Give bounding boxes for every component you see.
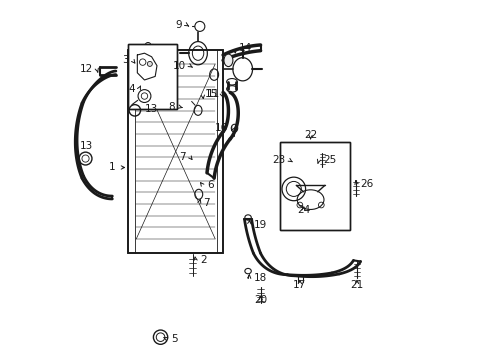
Text: 12: 12 — [79, 64, 93, 74]
Bar — [128, 44, 176, 109]
Text: 9: 9 — [175, 19, 182, 30]
Text: 10: 10 — [172, 61, 185, 71]
Text: 8: 8 — [168, 102, 175, 112]
Text: 26: 26 — [360, 179, 373, 189]
Text: 22: 22 — [304, 130, 317, 140]
Text: 7: 7 — [203, 198, 210, 208]
Text: 13: 13 — [79, 141, 93, 151]
Text: 15: 15 — [204, 89, 217, 99]
Bar — [128, 44, 176, 109]
Text: 7: 7 — [179, 152, 185, 162]
Text: 11: 11 — [206, 89, 220, 99]
Text: 16: 16 — [215, 123, 228, 133]
Circle shape — [147, 62, 152, 66]
Text: 1: 1 — [109, 162, 116, 172]
Bar — [128, 50, 223, 253]
Text: 25: 25 — [323, 156, 336, 165]
Text: 14: 14 — [239, 43, 252, 53]
Text: 4: 4 — [128, 84, 135, 94]
Text: 23: 23 — [272, 156, 285, 165]
Ellipse shape — [224, 54, 232, 67]
Text: 17: 17 — [293, 280, 306, 291]
Bar — [280, 143, 349, 230]
Text: 6: 6 — [206, 180, 213, 190]
Text: 13: 13 — [144, 104, 158, 113]
Text: 3: 3 — [122, 55, 128, 65]
Text: 24: 24 — [296, 205, 309, 215]
Text: 2: 2 — [200, 255, 206, 265]
Text: 20: 20 — [253, 295, 266, 305]
Text: 21: 21 — [350, 280, 363, 291]
Bar — [280, 143, 349, 230]
Text: 5: 5 — [171, 334, 178, 344]
Text: 18: 18 — [253, 273, 266, 283]
Bar — [128, 50, 223, 253]
Text: 19: 19 — [253, 220, 266, 230]
